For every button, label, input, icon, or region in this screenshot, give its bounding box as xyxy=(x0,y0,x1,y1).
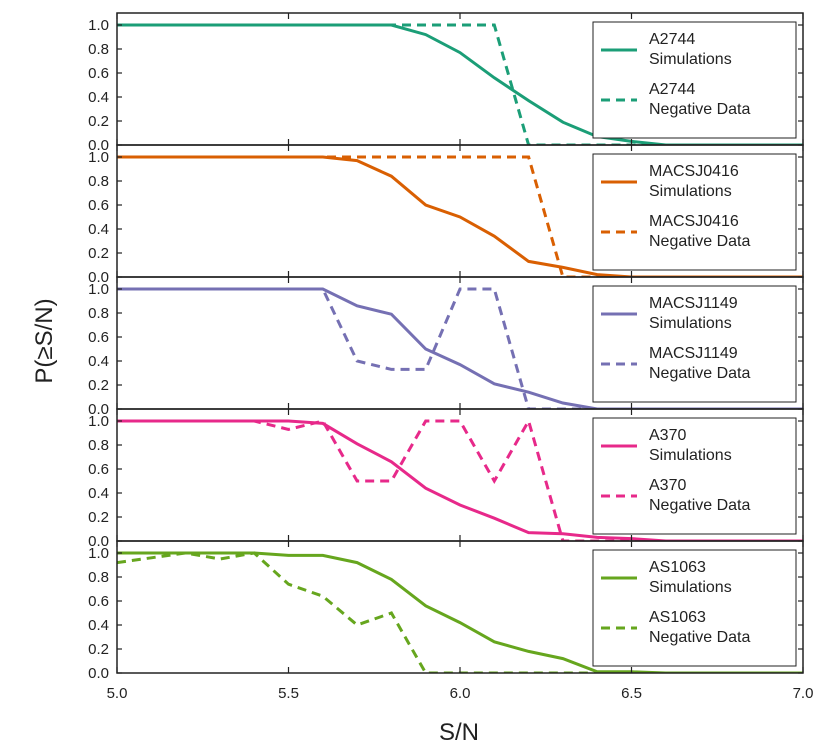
legend-label: Simulations xyxy=(649,579,732,596)
legend-label: Simulations xyxy=(649,315,732,332)
y-tick-label: 0.6 xyxy=(88,197,109,214)
legend-label: Simulations xyxy=(649,51,732,68)
y-tick-label: 0.0 xyxy=(88,665,109,682)
y-tick-label: 0.6 xyxy=(88,329,109,346)
y-tick-label: 0.4 xyxy=(88,89,109,106)
y-tick-label: 0.6 xyxy=(88,593,109,610)
legend-box xyxy=(592,21,797,139)
panel-as1063: 0.0 0.2 0.4 0.6 0.8 1.0 AS1063 Simulations AS106… xyxy=(88,540,804,682)
legend-label: Negative Data xyxy=(649,497,750,514)
y-tick-label: 0.8 xyxy=(88,305,109,322)
x-tick-label: 6.5 xyxy=(621,685,642,702)
y-tick-label: 1.0 xyxy=(88,17,109,34)
y-tick-label: 0.2 xyxy=(88,377,109,394)
legend-label: A370 xyxy=(649,477,686,494)
x-tick-label: 7.0 xyxy=(793,685,814,702)
y-tick-label: 0.2 xyxy=(88,113,109,130)
y-tick-label: 0.4 xyxy=(88,617,109,634)
x-axis-title: S/N xyxy=(439,719,479,746)
y-tick-label: 0.8 xyxy=(88,437,109,454)
legend-label: Simulations xyxy=(649,447,732,464)
legend-label: MACSJ0416 xyxy=(649,163,739,180)
legend-box xyxy=(592,417,797,535)
legend-label: A2744 xyxy=(649,31,695,48)
y-axis-title: P(≥S/N) xyxy=(31,298,58,383)
panels: 0.0 0.2 0.4 0.6 0.8 1.0 A2744 Simulations A2744 N… xyxy=(88,12,814,702)
legend-label: Negative Data xyxy=(649,233,750,250)
legend-box xyxy=(592,549,797,667)
series-line-macsj1149-simulations xyxy=(117,287,803,409)
legend-box xyxy=(592,153,797,271)
y-tick-label: 0.0 xyxy=(88,533,109,550)
x-tick-label: 6.0 xyxy=(450,685,471,702)
legend-label: Negative Data xyxy=(649,101,750,118)
legend-label: A370 xyxy=(649,427,686,444)
y-tick-label: 0.0 xyxy=(88,269,109,286)
legend-label: MACSJ0416 xyxy=(649,213,739,230)
legend-label: MACSJ1149 xyxy=(649,295,738,312)
y-tick-label: 0.4 xyxy=(88,221,109,238)
legend-label: Simulations xyxy=(649,183,732,200)
series-line-macsj1149-negative-data xyxy=(117,287,803,409)
legend-label: Negative Data xyxy=(649,629,750,646)
y-tick-label: 0.4 xyxy=(88,353,109,370)
series-line-a370-simulations xyxy=(117,419,803,541)
legend-label: AS1063 xyxy=(649,609,706,626)
legend-label: Negative Data xyxy=(649,365,750,382)
y-tick-label: 0.4 xyxy=(88,485,109,502)
y-tick-label: 0.6 xyxy=(88,65,109,82)
x-tick-label: 5.0 xyxy=(107,685,128,702)
panel-a2744: 0.0 0.2 0.4 0.6 0.8 1.0 A2744 Simulations A2744 N… xyxy=(88,12,804,154)
y-tick-label: 0.2 xyxy=(88,245,109,262)
panel-a370: 0.0 0.2 0.4 0.6 0.8 1.0 A370 Simulations A370 Neg… xyxy=(88,408,804,550)
y-tick-label: 0.6 xyxy=(88,461,109,478)
series-line-macsj0416-simulations xyxy=(117,155,803,277)
y-tick-label: 1.0 xyxy=(88,149,109,166)
y-tick-label: 1.0 xyxy=(88,281,109,298)
panel-macsj1149: 0.0 0.2 0.4 0.6 0.8 1.0 MACSJ1149 Simulations MA… xyxy=(88,276,804,418)
y-tick-label: 0.8 xyxy=(88,41,109,58)
y-tick-label: 0.0 xyxy=(88,137,109,154)
legend-label: AS1063 xyxy=(649,559,706,576)
y-tick-label: 0.2 xyxy=(88,509,109,526)
y-tick-label: 0.8 xyxy=(88,569,109,586)
y-tick-label: 0.2 xyxy=(88,641,109,658)
legend-label: MACSJ1149 xyxy=(649,345,738,362)
series-line-as1063-simulations xyxy=(117,551,803,673)
y-tick-label: 1.0 xyxy=(88,545,109,562)
series-line-a2744-simulations xyxy=(117,23,803,145)
x-tick-label: 5.5 xyxy=(278,685,299,702)
legend-box xyxy=(592,285,797,403)
y-tick-label: 1.0 xyxy=(88,413,109,430)
panel-macsj0416: 0.0 0.2 0.4 0.6 0.8 1.0 MACSJ0416 Simulations MA… xyxy=(88,144,804,286)
y-tick-label: 0.0 xyxy=(88,401,109,418)
y-tick-label: 0.8 xyxy=(88,173,109,190)
legend-label: A2744 xyxy=(649,81,695,98)
